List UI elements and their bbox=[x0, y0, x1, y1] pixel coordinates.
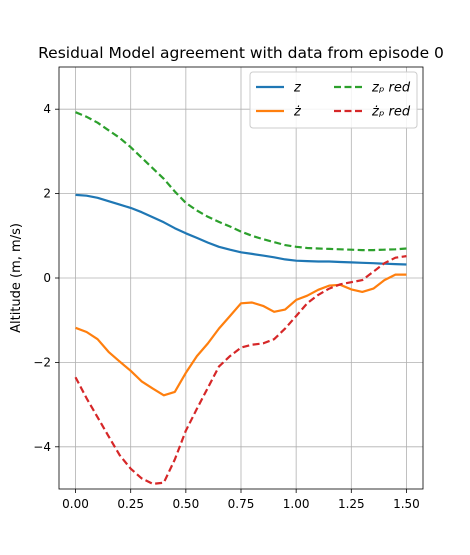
axis-ticks: 0.00 0.25 0.50 0.75 1.00 1.25 1.50 −4 −2 0 2 4 bbox=[33, 102, 420, 511]
grid bbox=[59, 67, 423, 489]
x-tick-label: 0.00 bbox=[62, 497, 89, 511]
series-line-4 bbox=[74, 255, 407, 485]
x-tick-label: 0.50 bbox=[172, 497, 199, 511]
y-tick-label: 0 bbox=[43, 271, 51, 285]
legend-label: zₚ red bbox=[371, 81, 411, 96]
chart-legend: zż zₚ red żₚ red bbox=[249, 71, 418, 129]
legend-label: żₚ red bbox=[371, 105, 411, 120]
chart-title: Residual Model agreement with data from … bbox=[38, 44, 444, 62]
x-tick-label: 1.50 bbox=[393, 497, 420, 511]
y-tick-label: 4 bbox=[43, 102, 51, 116]
legend-label: ż bbox=[293, 105, 302, 120]
y-tick-label: −2 bbox=[33, 355, 51, 369]
x-tick-label: 1.25 bbox=[338, 497, 365, 511]
series-lines bbox=[74, 111, 407, 485]
y-tick-label: 2 bbox=[43, 187, 51, 201]
x-tick-label: 0.75 bbox=[228, 497, 255, 511]
legend-label: z bbox=[293, 81, 302, 96]
series-line-3 bbox=[75, 111, 407, 252]
y-tick-label: −4 bbox=[33, 440, 51, 454]
legend-box bbox=[249, 71, 418, 129]
series-line-1 bbox=[75, 193, 407, 266]
series-line-2 bbox=[75, 273, 407, 397]
x-tick-label: 0.25 bbox=[117, 497, 144, 511]
y-axis-label: Altitude (m, m/s) bbox=[9, 223, 24, 333]
x-tick-label: 1.00 bbox=[283, 497, 310, 511]
